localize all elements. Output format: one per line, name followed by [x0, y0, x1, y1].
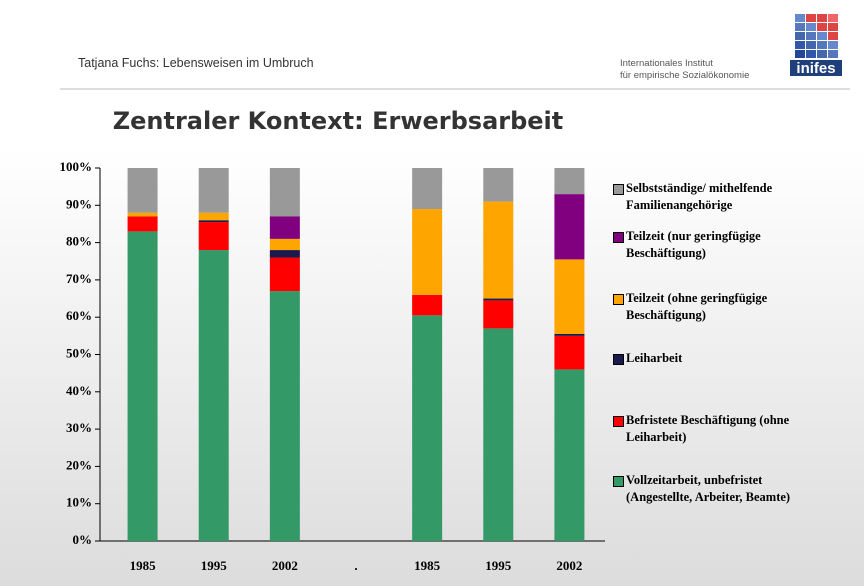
legend-swatch — [613, 184, 624, 195]
y-tick-label: 100% — [60, 159, 93, 174]
legend-label: Befristete Beschäftigung (ohne Leiharbei… — [626, 413, 790, 444]
bar-segment — [269, 168, 300, 217]
legend-label: Teilzeit (nur geringfügige Beschäftigung… — [626, 229, 761, 260]
legend-swatch — [613, 476, 624, 487]
bar-segment — [554, 369, 585, 541]
x-tick-label: 2002 — [272, 558, 298, 573]
y-tick-label: 0% — [73, 532, 93, 547]
bar-segment — [554, 259, 585, 334]
bar-segment — [483, 298, 514, 301]
bar-segment — [127, 168, 158, 213]
y-tick-label: 20% — [66, 457, 92, 472]
bar-segment — [127, 216, 158, 232]
bar-segment — [412, 294, 443, 316]
bar-segment — [127, 231, 158, 541]
bar-segment — [127, 212, 158, 217]
chart-title: Zentraler Kontext: Erwerbsarbeit — [113, 107, 564, 135]
logo-text: inifes — [796, 60, 835, 77]
y-tick-label: 10% — [66, 495, 92, 510]
legend-swatch — [613, 294, 624, 305]
bar-segment — [198, 212, 229, 221]
bar-segment — [198, 168, 229, 213]
x-tick-label: . — [354, 558, 357, 573]
y-tick-label: 90% — [66, 196, 92, 211]
bar-segment — [198, 250, 229, 541]
bar-segment — [269, 257, 300, 292]
bar-segment — [269, 250, 300, 258]
institute: Internationales Institut — [620, 58, 713, 69]
legend-label: Teilzeit (ohne geringfügige Beschäftigun… — [626, 291, 768, 322]
x-tick-label: 1995 — [201, 558, 228, 573]
author: Tatjana Fuchs: Lebensweisen im Umbruch — [78, 56, 314, 70]
bar-segment — [554, 335, 585, 370]
y-tick-label: 80% — [66, 234, 92, 249]
legend-swatch — [613, 232, 624, 243]
x-tick-label: 1985 — [130, 558, 157, 573]
bar-segment — [269, 238, 300, 251]
institute: für empirische Sozialökonomie — [620, 70, 750, 81]
bar-segment — [198, 222, 229, 251]
bar-segment — [554, 194, 585, 260]
legend-swatch — [613, 354, 624, 365]
legend-label: Leiharbeit — [626, 351, 683, 365]
y-tick-label: 30% — [66, 420, 92, 435]
bar-segment — [483, 168, 514, 202]
bar-segment — [269, 291, 300, 541]
bar-segment — [269, 216, 300, 239]
x-tick-label: 2002 — [556, 558, 582, 573]
legend-label: Selbstständige/ mithelfende Familienange… — [626, 181, 773, 212]
logo-box — [790, 60, 842, 76]
bar-segment — [483, 328, 514, 541]
x-tick-label: 1985 — [414, 558, 441, 573]
y-tick-label: 50% — [66, 345, 92, 360]
bar-segment — [483, 300, 514, 329]
y-tick-label: 60% — [66, 308, 92, 323]
bar-segment — [483, 201, 514, 299]
legend-label: Vollzeitarbeit, unbefristet (Angestellte… — [626, 473, 791, 504]
bar-segment — [412, 209, 443, 295]
bar-segment — [412, 315, 443, 541]
bar-segment — [554, 168, 585, 195]
bar-segment — [554, 333, 585, 336]
x-tick-label: 1995 — [485, 558, 512, 573]
bar-segment — [412, 168, 443, 210]
bar-segment — [198, 220, 229, 223]
y-tick-label: 70% — [66, 271, 92, 286]
y-tick-label: 40% — [66, 383, 92, 398]
logo-grid — [795, 14, 838, 58]
legend-swatch — [613, 416, 624, 427]
